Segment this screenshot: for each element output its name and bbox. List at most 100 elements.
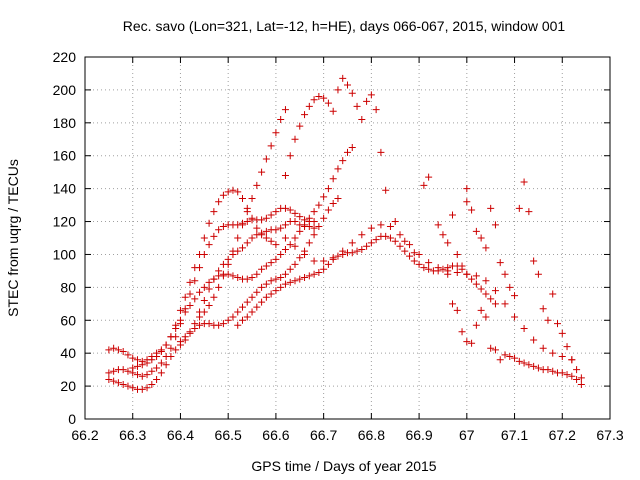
data-point	[124, 367, 132, 375]
data-point	[296, 213, 304, 221]
data-point	[181, 293, 189, 301]
data-point	[463, 270, 471, 278]
data-point	[525, 361, 533, 369]
data-point	[563, 371, 571, 379]
data-point	[176, 338, 184, 346]
data-point	[153, 376, 161, 384]
data-point	[511, 292, 519, 300]
y-tick-label: 200	[53, 82, 77, 98]
data-point	[310, 257, 318, 265]
data-point	[315, 92, 323, 100]
data-point	[534, 364, 542, 372]
data-point	[191, 277, 199, 285]
data-point	[334, 86, 342, 94]
data-point	[129, 384, 137, 392]
data-point	[310, 224, 318, 232]
data-point	[305, 102, 313, 110]
y-tick-label: 120	[53, 214, 77, 230]
data-point	[520, 178, 528, 186]
data-point	[267, 142, 275, 150]
data-point	[544, 316, 552, 324]
data-point	[363, 97, 371, 105]
x-tick-label: 66.7	[310, 427, 337, 443]
data-point	[277, 224, 285, 232]
data-point	[439, 265, 447, 273]
data-point	[534, 270, 542, 278]
data-point	[324, 206, 332, 214]
data-point	[396, 242, 404, 250]
y-tick-label: 20	[60, 378, 76, 394]
data-point	[243, 218, 251, 226]
data-point	[148, 367, 156, 375]
data-point	[420, 181, 428, 189]
data-point	[224, 316, 232, 324]
data-series	[105, 186, 280, 365]
data-point	[267, 211, 275, 219]
data-point	[258, 265, 266, 273]
data-point	[272, 226, 280, 234]
data-point	[277, 250, 285, 258]
data-point	[210, 232, 218, 240]
data-point	[205, 219, 213, 227]
data-point	[181, 333, 189, 341]
data-point	[205, 320, 213, 328]
data-point	[138, 372, 146, 380]
data-point	[549, 367, 557, 375]
data-point	[348, 144, 356, 151]
y-tick-label: 220	[53, 49, 77, 65]
data-point	[200, 297, 208, 305]
data-point	[491, 221, 499, 229]
data-point	[367, 239, 375, 247]
data-point	[482, 313, 490, 321]
x-tick-label: 66.9	[405, 427, 432, 443]
data-point	[310, 218, 318, 226]
data-point	[267, 290, 275, 298]
data-point	[248, 214, 256, 222]
data-point	[372, 236, 380, 244]
data-point	[248, 195, 256, 203]
data-point	[558, 352, 566, 360]
data-point	[105, 346, 113, 354]
data-point	[272, 287, 280, 295]
data-point	[339, 74, 347, 82]
data-point	[239, 221, 246, 229]
data-point	[511, 354, 519, 362]
data-point	[243, 298, 251, 306]
data-point	[487, 204, 495, 212]
data-point	[176, 316, 184, 324]
data-point	[162, 361, 170, 369]
data-point	[372, 106, 380, 114]
data-point	[119, 380, 127, 388]
data-point	[286, 152, 294, 160]
data-point	[353, 102, 361, 110]
data-point	[281, 246, 289, 254]
data-point	[105, 369, 113, 377]
data-point	[272, 129, 280, 137]
data-point	[210, 208, 218, 216]
data-point	[525, 208, 533, 216]
data-point	[391, 218, 399, 226]
data-point	[568, 372, 576, 380]
data-point	[496, 259, 504, 267]
data-point	[377, 148, 385, 156]
data-point	[281, 171, 289, 179]
data-point	[253, 288, 261, 296]
data-point	[434, 264, 442, 272]
data-point	[210, 275, 218, 283]
data-point	[425, 259, 433, 267]
y-tick-labels: 0 20 40 60 80 100 120 140 160 180 200 220	[53, 49, 77, 427]
data-point	[301, 250, 309, 258]
data-point	[153, 352, 161, 360]
data-point	[181, 308, 189, 316]
data-point	[291, 218, 299, 226]
data-point	[239, 195, 246, 203]
data-point	[205, 278, 213, 286]
data-point	[162, 341, 170, 349]
data-point	[449, 211, 456, 219]
data-point	[224, 188, 232, 196]
chart-title: Rec. savo (Lon=321, Lat=-12, h=HE), days…	[123, 18, 566, 34]
data-point	[239, 244, 246, 252]
data-point	[253, 270, 261, 278]
data-point	[386, 222, 394, 230]
data-point	[324, 185, 332, 193]
